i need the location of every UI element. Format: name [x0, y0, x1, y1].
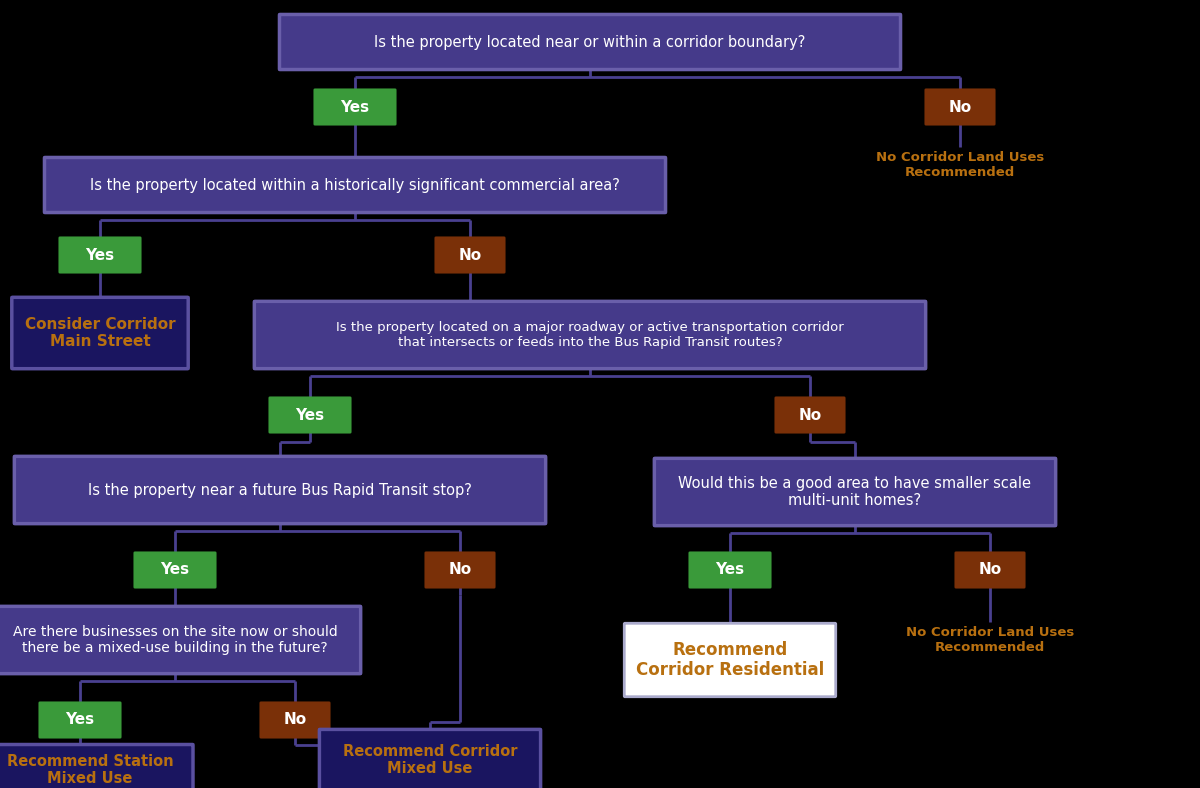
FancyBboxPatch shape [436, 237, 504, 273]
FancyBboxPatch shape [925, 90, 995, 125]
FancyBboxPatch shape [314, 90, 396, 125]
FancyBboxPatch shape [426, 552, 494, 588]
Text: Consider Corridor
Main Street: Consider Corridor Main Street [25, 317, 175, 349]
Text: Recommend
Corridor Residential: Recommend Corridor Residential [636, 641, 824, 679]
FancyBboxPatch shape [134, 552, 216, 588]
FancyBboxPatch shape [60, 237, 140, 273]
Text: No: No [283, 712, 306, 727]
Text: Is the property near a future Bus Rapid Transit stop?: Is the property near a future Bus Rapid … [88, 482, 472, 497]
FancyBboxPatch shape [690, 552, 770, 588]
Text: Yes: Yes [295, 407, 324, 422]
FancyBboxPatch shape [0, 745, 193, 788]
Text: No: No [798, 407, 822, 422]
FancyBboxPatch shape [260, 702, 330, 738]
FancyBboxPatch shape [270, 397, 350, 433]
Text: Yes: Yes [161, 563, 190, 578]
FancyBboxPatch shape [280, 14, 900, 69]
Text: No: No [449, 563, 472, 578]
FancyBboxPatch shape [955, 552, 1025, 588]
FancyBboxPatch shape [319, 730, 540, 788]
Text: No: No [948, 99, 972, 114]
FancyBboxPatch shape [624, 623, 835, 697]
Text: Is the property located near or within a corridor boundary?: Is the property located near or within a… [374, 35, 805, 50]
Text: No Corridor Land Uses
Recommended: No Corridor Land Uses Recommended [876, 151, 1044, 179]
Text: Is the property located on a major roadway or active transportation corridor
tha: Is the property located on a major roadw… [336, 321, 844, 349]
Text: No: No [978, 563, 1002, 578]
FancyBboxPatch shape [14, 456, 546, 524]
FancyBboxPatch shape [40, 702, 120, 738]
FancyBboxPatch shape [44, 158, 666, 213]
FancyBboxPatch shape [12, 297, 188, 369]
Text: Are there businesses on the site now or should
there be a mixed-use building in : Are there businesses on the site now or … [13, 625, 337, 655]
Text: No: No [458, 247, 481, 262]
Text: Yes: Yes [85, 247, 114, 262]
FancyBboxPatch shape [775, 397, 845, 433]
Text: Yes: Yes [66, 712, 95, 727]
Text: Yes: Yes [715, 563, 744, 578]
FancyBboxPatch shape [654, 459, 1056, 526]
Text: Would this be a good area to have smaller scale
multi-unit homes?: Would this be a good area to have smalle… [678, 476, 1032, 508]
Text: Recommend Station
Mixed Use: Recommend Station Mixed Use [7, 754, 173, 786]
Text: No Corridor Land Uses
Recommended: No Corridor Land Uses Recommended [906, 626, 1074, 654]
FancyBboxPatch shape [0, 606, 361, 674]
Text: Is the property located within a historically significant commercial area?: Is the property located within a histori… [90, 177, 620, 192]
Text: Recommend Corridor
Mixed Use: Recommend Corridor Mixed Use [343, 744, 517, 776]
FancyBboxPatch shape [254, 301, 925, 369]
Text: Yes: Yes [341, 99, 370, 114]
